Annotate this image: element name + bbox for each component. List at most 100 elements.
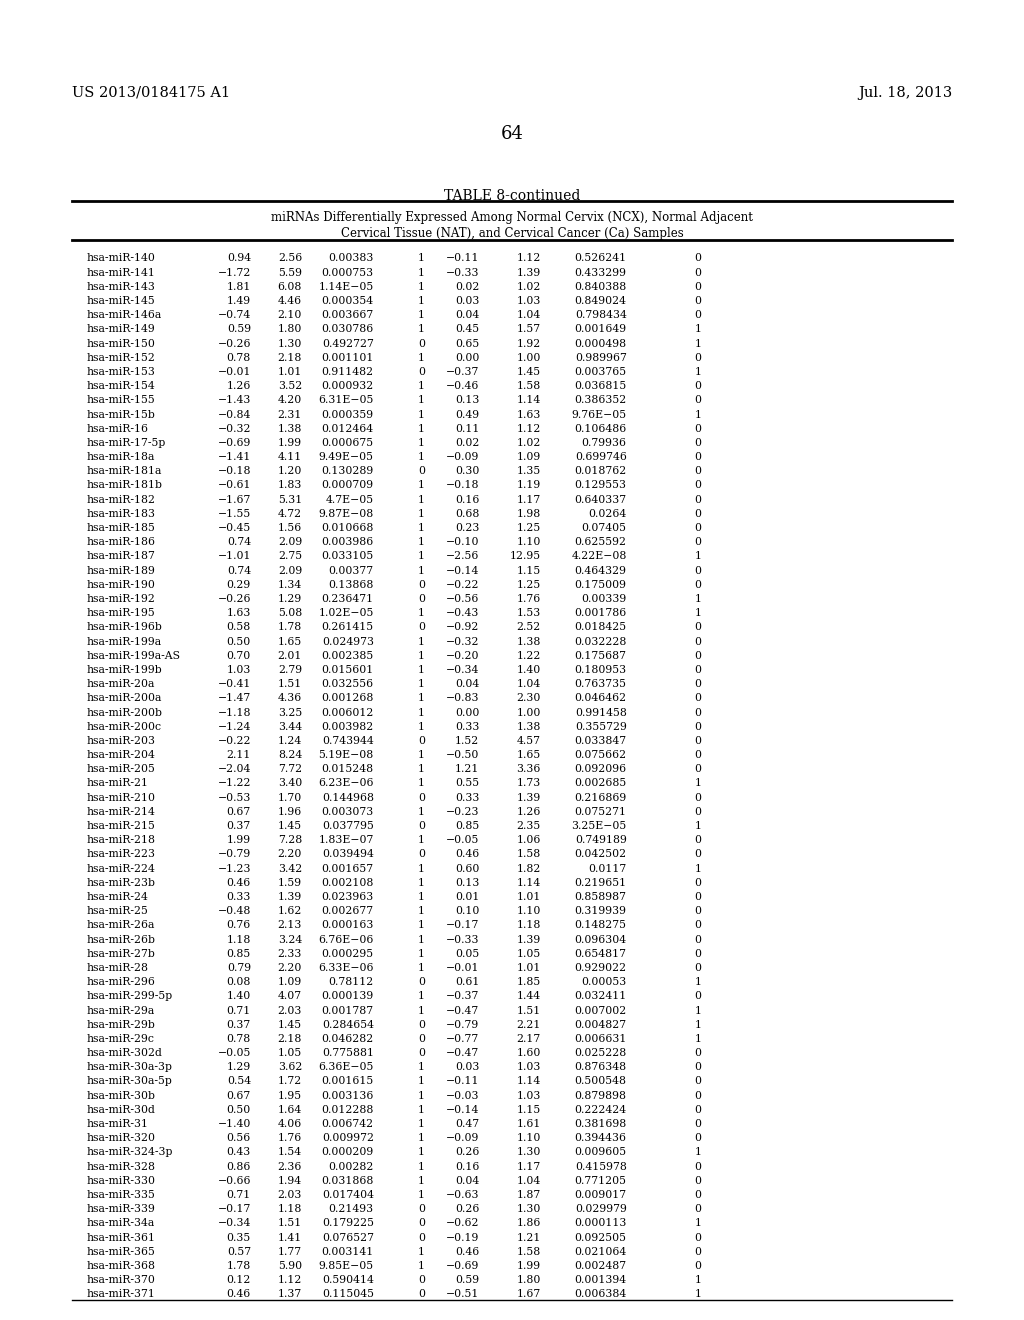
Text: 0.625592: 0.625592 bbox=[574, 537, 627, 548]
Text: 0: 0 bbox=[694, 850, 701, 859]
Text: 1.39: 1.39 bbox=[278, 892, 302, 902]
Text: 1.21: 1.21 bbox=[516, 1233, 541, 1242]
Text: hsa-miR-223: hsa-miR-223 bbox=[87, 850, 156, 859]
Text: 1.83E−07: 1.83E−07 bbox=[318, 836, 374, 845]
Text: 0.46: 0.46 bbox=[455, 850, 479, 859]
Text: −0.92: −0.92 bbox=[445, 622, 479, 632]
Text: 1: 1 bbox=[418, 451, 425, 462]
Text: 0.036815: 0.036815 bbox=[574, 381, 627, 391]
Text: 1.14: 1.14 bbox=[516, 395, 541, 405]
Text: 0: 0 bbox=[694, 920, 701, 931]
Text: 0: 0 bbox=[694, 352, 701, 363]
Text: 0.16: 0.16 bbox=[455, 495, 479, 504]
Text: 1.87: 1.87 bbox=[516, 1189, 541, 1200]
Text: 2.01: 2.01 bbox=[278, 651, 302, 661]
Text: −0.11: −0.11 bbox=[445, 1076, 479, 1086]
Text: 0.01: 0.01 bbox=[455, 892, 479, 902]
Text: 0.355729: 0.355729 bbox=[574, 722, 627, 731]
Text: 0.775881: 0.775881 bbox=[322, 1048, 374, 1059]
Text: 0.21493: 0.21493 bbox=[329, 1204, 374, 1214]
Text: 1: 1 bbox=[418, 1261, 425, 1271]
Text: 0.010668: 0.010668 bbox=[322, 523, 374, 533]
Text: 0.003141: 0.003141 bbox=[322, 1246, 374, 1257]
Text: 0.003986: 0.003986 bbox=[322, 537, 374, 548]
Text: 0: 0 bbox=[694, 268, 701, 277]
Text: 6.08: 6.08 bbox=[278, 281, 302, 292]
Text: 1.26: 1.26 bbox=[226, 381, 251, 391]
Text: hsa-miR-214: hsa-miR-214 bbox=[87, 807, 156, 817]
Text: 0.640337: 0.640337 bbox=[574, 495, 627, 504]
Text: 1: 1 bbox=[694, 325, 701, 334]
Text: hsa-miR-330: hsa-miR-330 bbox=[87, 1176, 156, 1185]
Text: 0.929022: 0.929022 bbox=[574, 962, 627, 973]
Text: 1: 1 bbox=[694, 779, 701, 788]
Text: hsa-miR-34a: hsa-miR-34a bbox=[87, 1218, 156, 1229]
Text: hsa-miR-143: hsa-miR-143 bbox=[87, 281, 156, 292]
Text: 1.56: 1.56 bbox=[278, 523, 302, 533]
Text: 1: 1 bbox=[418, 991, 425, 1002]
Text: −0.34: −0.34 bbox=[445, 665, 479, 675]
Text: 1: 1 bbox=[694, 609, 701, 618]
Text: 0.55: 0.55 bbox=[455, 779, 479, 788]
Text: 1: 1 bbox=[418, 722, 425, 731]
Text: 0: 0 bbox=[694, 878, 701, 888]
Text: 0: 0 bbox=[418, 1048, 425, 1059]
Text: 0: 0 bbox=[694, 1246, 701, 1257]
Text: 1.14: 1.14 bbox=[516, 1076, 541, 1086]
Text: 1: 1 bbox=[418, 906, 425, 916]
Text: 7.28: 7.28 bbox=[278, 836, 302, 845]
Text: 0.03: 0.03 bbox=[455, 1063, 479, 1072]
Text: 1.98: 1.98 bbox=[516, 508, 541, 519]
Text: 0.05: 0.05 bbox=[455, 949, 479, 958]
Text: −0.09: −0.09 bbox=[445, 1133, 479, 1143]
Text: 1: 1 bbox=[694, 367, 701, 378]
Text: hsa-miR-141: hsa-miR-141 bbox=[87, 268, 156, 277]
Text: 2.33: 2.33 bbox=[278, 949, 302, 958]
Text: −0.34: −0.34 bbox=[217, 1218, 251, 1229]
Text: hsa-miR-24: hsa-miR-24 bbox=[87, 892, 148, 902]
Text: 1: 1 bbox=[418, 665, 425, 675]
Text: 1.30: 1.30 bbox=[278, 338, 302, 348]
Text: −0.17: −0.17 bbox=[217, 1204, 251, 1214]
Text: 0.04: 0.04 bbox=[455, 678, 479, 689]
Text: 0.042502: 0.042502 bbox=[574, 850, 627, 859]
Text: 0.000932: 0.000932 bbox=[322, 381, 374, 391]
Text: −0.77: −0.77 bbox=[446, 1034, 479, 1044]
Text: 1: 1 bbox=[418, 438, 425, 447]
Text: 0.033105: 0.033105 bbox=[322, 552, 374, 561]
Text: 0.002677: 0.002677 bbox=[322, 906, 374, 916]
Text: 0.130289: 0.130289 bbox=[322, 466, 374, 477]
Text: 0: 0 bbox=[694, 1233, 701, 1242]
Text: 0: 0 bbox=[418, 466, 425, 477]
Text: −0.14: −0.14 bbox=[445, 1105, 479, 1115]
Text: 0.006012: 0.006012 bbox=[322, 708, 374, 718]
Text: hsa-miR-190: hsa-miR-190 bbox=[87, 579, 156, 590]
Text: 0.261415: 0.261415 bbox=[322, 622, 374, 632]
Text: 0: 0 bbox=[418, 1204, 425, 1214]
Text: 0.991458: 0.991458 bbox=[574, 708, 627, 718]
Text: 0.284654: 0.284654 bbox=[322, 1019, 374, 1030]
Text: 4.7E−05: 4.7E−05 bbox=[326, 495, 374, 504]
Text: 0.743944: 0.743944 bbox=[322, 737, 374, 746]
Text: 1: 1 bbox=[418, 281, 425, 292]
Text: 1: 1 bbox=[694, 863, 701, 874]
Text: 0: 0 bbox=[694, 991, 701, 1002]
Text: 0: 0 bbox=[694, 310, 701, 321]
Text: 1.03: 1.03 bbox=[516, 1063, 541, 1072]
Text: 3.25: 3.25 bbox=[278, 708, 302, 718]
Text: 0.115045: 0.115045 bbox=[322, 1290, 374, 1299]
Text: −1.72: −1.72 bbox=[217, 268, 251, 277]
Text: 1: 1 bbox=[418, 863, 425, 874]
Text: −0.56: −0.56 bbox=[445, 594, 479, 605]
Text: 1: 1 bbox=[418, 678, 425, 689]
Text: 0: 0 bbox=[694, 708, 701, 718]
Text: 1.95: 1.95 bbox=[278, 1090, 302, 1101]
Text: 0.798434: 0.798434 bbox=[574, 310, 627, 321]
Text: 1.39: 1.39 bbox=[516, 792, 541, 803]
Text: 0.04: 0.04 bbox=[455, 310, 479, 321]
Text: 1.44: 1.44 bbox=[516, 991, 541, 1002]
Text: 1: 1 bbox=[418, 1133, 425, 1143]
Text: 0: 0 bbox=[694, 381, 701, 391]
Text: 2.11: 2.11 bbox=[226, 750, 251, 760]
Text: 4.22E−08: 4.22E−08 bbox=[571, 552, 627, 561]
